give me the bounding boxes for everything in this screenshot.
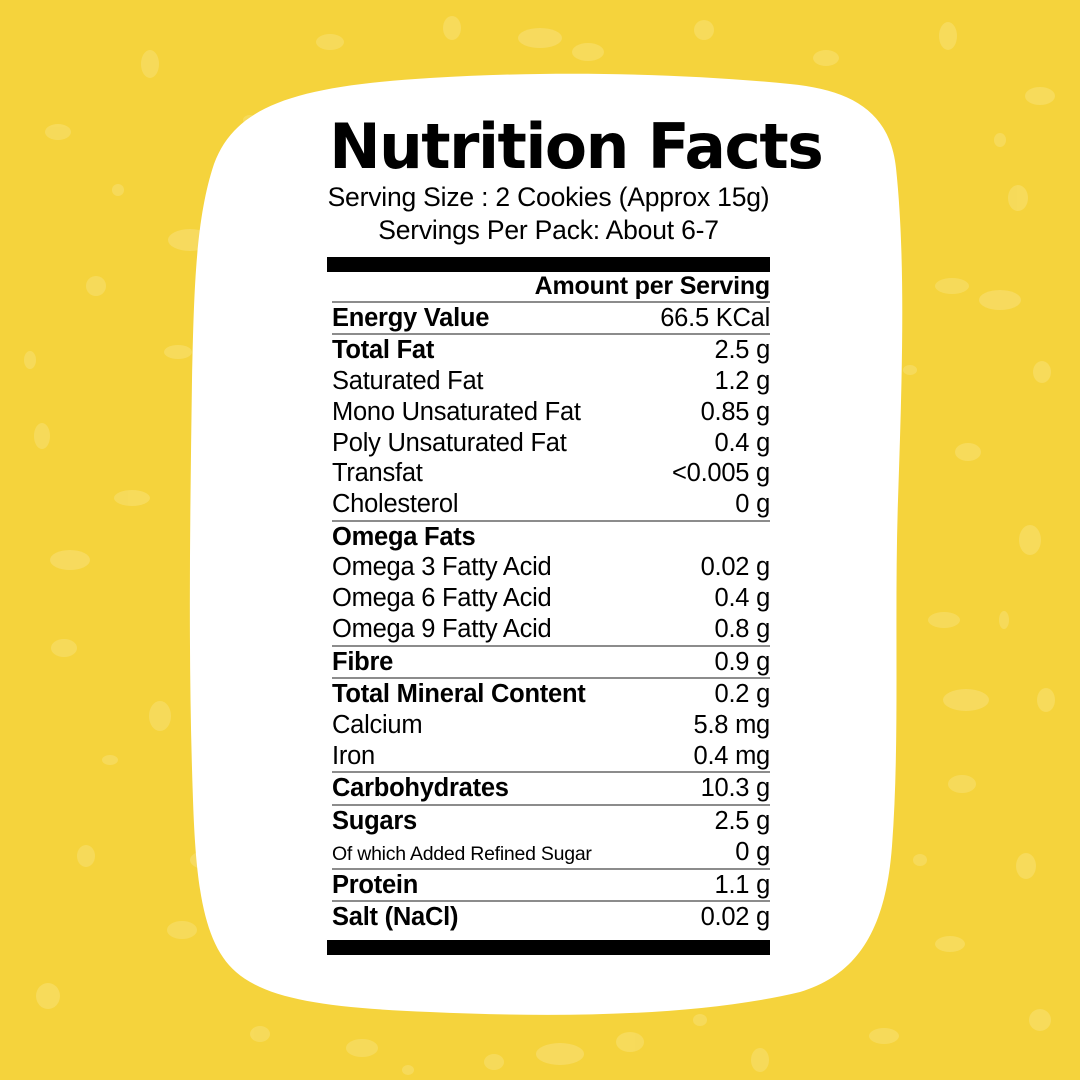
nutrient-value: 1.1 g <box>551 867 770 902</box>
table-row: Iron 0.4 mg <box>332 741 770 773</box>
top-divider-bar <box>327 256 770 272</box>
table-row: Mono Unsaturated Fat 0.85 g <box>332 397 770 428</box>
table-row: Sugars 2.5 g <box>332 804 770 837</box>
nutrient-value: 2.5 g <box>551 333 770 367</box>
nutrient-label: Transfat <box>332 459 423 488</box>
nutrient-value: 5.8 mg <box>693 710 771 739</box>
table-row: Total Mineral Content 0.2 g <box>332 677 770 710</box>
nutrient-label: Protein <box>332 867 551 902</box>
table-row: Protein 1.1 g <box>332 867 770 902</box>
nutrient-value: 0.8 g <box>714 614 771 643</box>
table-row: Omega 3 Fatty Acid 0.02 g <box>332 552 770 583</box>
nutrient-value: 2.5 g <box>551 804 770 837</box>
nutrient-value: <0.005 g <box>672 459 770 488</box>
table-row: Cholesterol 0 g <box>332 489 770 521</box>
nutrient-value: 0 g <box>735 489 770 518</box>
page-title: Nutrition Facts <box>329 110 824 183</box>
nutrient-label: Calcium <box>332 710 423 739</box>
nutrient-label: Total Fat <box>332 333 551 367</box>
nutrient-value: 0.4 mg <box>693 741 771 770</box>
nutrient-value: 0.4 g <box>714 584 771 613</box>
nutrient-value: 0.9 g <box>551 644 770 679</box>
table-row: Omega Fats <box>332 519 770 553</box>
table-row: Carbohydrates 10.3 g <box>332 771 770 806</box>
bottom-divider-bar <box>327 940 770 956</box>
table-row: Energy Value 66.5 KCal <box>332 300 770 335</box>
table-row: Transfat <0.005 g <box>332 458 770 489</box>
table-row: Calcium 5.8 mg <box>332 710 770 741</box>
nutrient-label: Mono Unsaturated Fat <box>332 397 581 426</box>
servings-per-pack-text: Servings Per Pack: About 6-7 <box>378 215 719 246</box>
table-row: Total Fat 2.5 g <box>332 333 770 367</box>
nutrient-label: Saturated Fat <box>332 367 484 396</box>
nutrient-value: 0.4 g <box>714 428 771 457</box>
nutrition-facts-label: Nutrition Facts Serving Size : 2 Cookies… <box>327 110 824 956</box>
nutrient-value: 0.2 g <box>551 677 770 710</box>
nutrient-label: Carbohydrates <box>332 771 551 806</box>
nutrition-table-body: Amount per Serving Energy Value 66.5 KCal… <box>332 271 771 934</box>
nutrient-value <box>551 519 770 553</box>
nutrient-label: Cholesterol <box>332 489 459 518</box>
nutrient-value: 10.3 g <box>551 771 770 806</box>
table-row: Of which Added Refined Sugar 0 g <box>332 837 770 869</box>
nutrient-value: 0.02 g <box>551 900 770 934</box>
nutrient-label: Energy Value <box>332 300 551 335</box>
table-row: Omega 6 Fatty Acid 0.4 g <box>332 583 770 614</box>
table-row: Poly Unsaturated Fat 0.4 g <box>332 428 770 459</box>
nutrient-label: Total Mineral Content <box>332 677 586 710</box>
table-row: Salt (NaCl) 0.02 g <box>332 900 770 934</box>
amount-per-serving-header-row: Amount per Serving <box>332 271 771 302</box>
nutrient-label: Iron <box>332 741 375 770</box>
serving-size-text: Serving Size : 2 Cookies (Approx 15g) <box>327 181 770 212</box>
nutrient-value: 66.5 KCal <box>551 300 770 335</box>
nutrient-label: Of which Added Refined Sugar <box>332 842 592 865</box>
nutrient-label: Sugars <box>332 804 551 837</box>
nutrient-label: Omega 6 Fatty Acid <box>332 584 552 613</box>
table-row: Omega 9 Fatty Acid 0.8 g <box>332 614 770 646</box>
table-row: Fibre 0.9 g <box>332 644 770 679</box>
nutrient-value: 0.85 g <box>700 397 771 426</box>
nutrient-label: Fibre <box>332 644 551 679</box>
nutrient-value: 0.02 g <box>700 553 771 582</box>
nutrient-value: 1.2 g <box>714 367 771 396</box>
table-row: Saturated Fat 1.2 g <box>332 366 770 397</box>
nutrient-label: Omega 9 Fatty Acid <box>332 614 552 643</box>
amount-per-serving-label: Amount per Serving <box>534 271 771 300</box>
nutrient-label: Omega Fats <box>332 519 551 553</box>
nutrient-label: Omega 3 Fatty Acid <box>332 553 552 582</box>
nutrient-label: Poly Unsaturated Fat <box>332 428 567 457</box>
nutrition-table: Amount per Serving Energy Value 66.5 KCal… <box>332 271 771 934</box>
nutrient-value: 0 g <box>735 837 770 866</box>
nutrient-label: Salt (NaCl) <box>332 900 551 934</box>
